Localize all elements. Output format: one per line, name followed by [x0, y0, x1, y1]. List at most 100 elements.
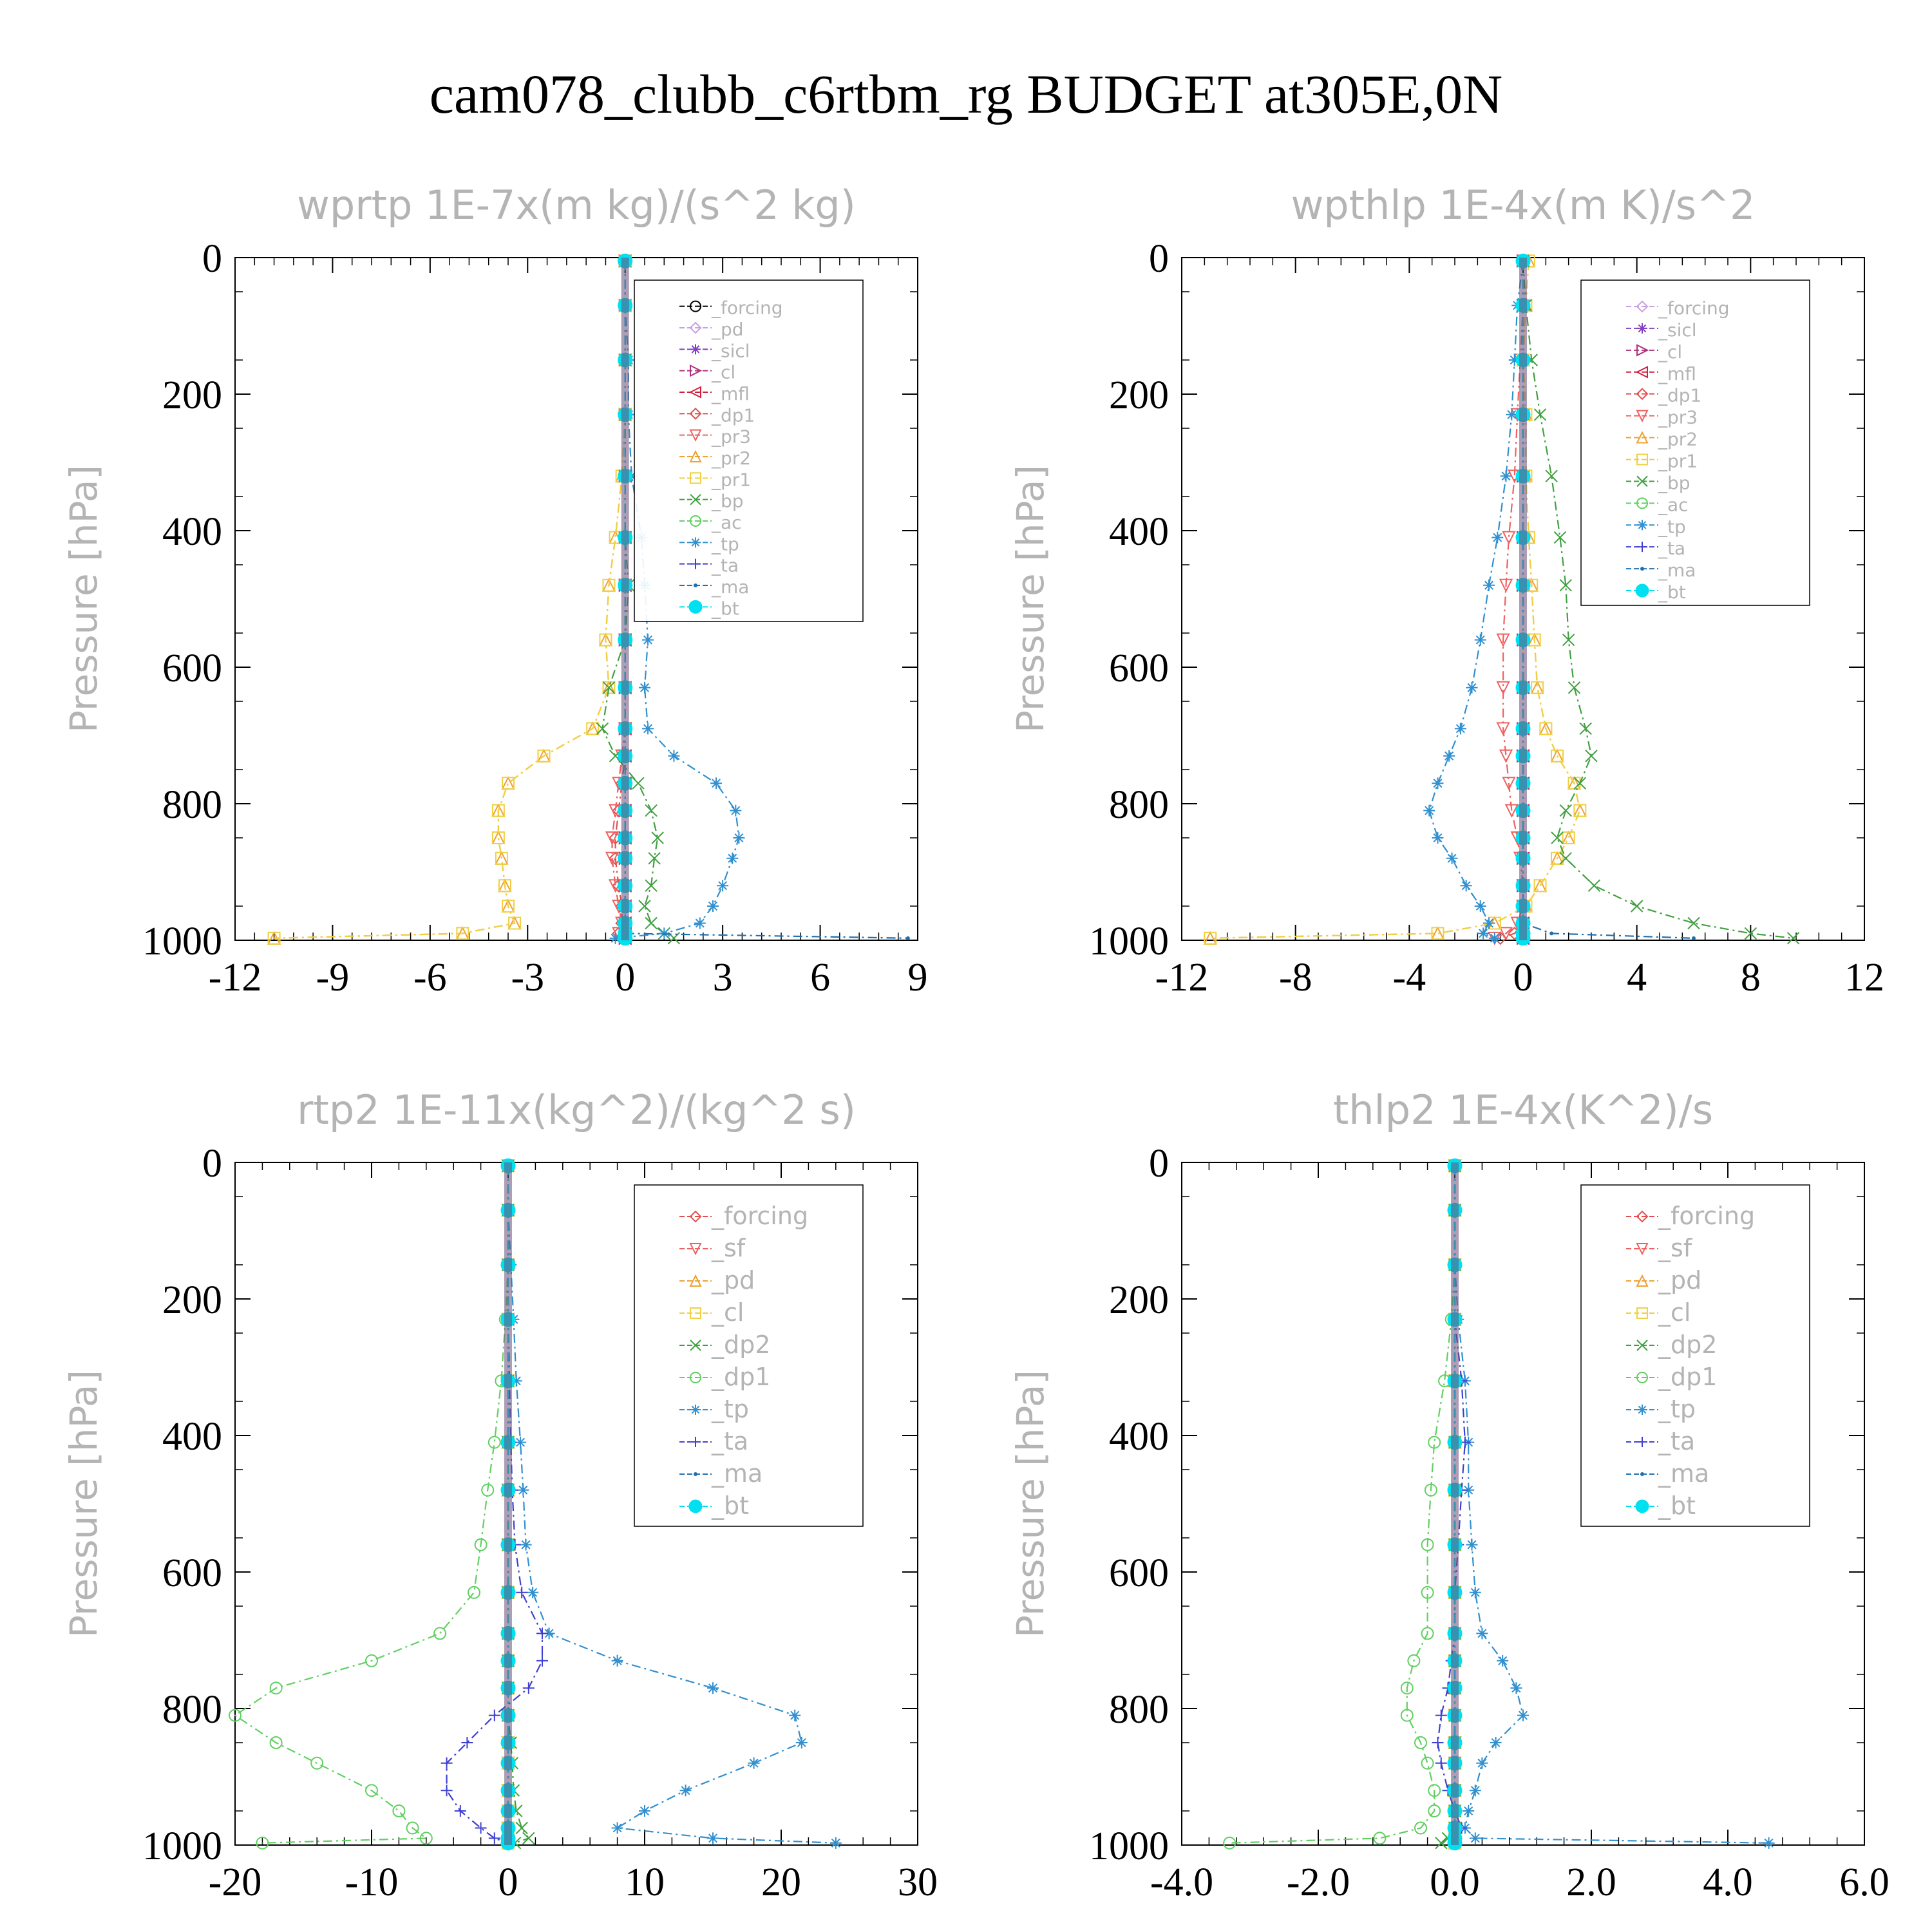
- data-point: [1477, 927, 1490, 940]
- legend-label: _ma: [1658, 1459, 1709, 1488]
- data-point: [1531, 681, 1544, 694]
- legend-label: _ta: [711, 1427, 748, 1455]
- x-tick-label: 0: [615, 956, 635, 999]
- legend-label: _bt: [711, 598, 739, 619]
- legend-label: _cl: [1658, 341, 1682, 363]
- data-point: [1476, 1757, 1488, 1769]
- data-point: [642, 634, 654, 646]
- legend-label: _dp1: [1658, 385, 1701, 406]
- data-point: [1496, 722, 1510, 736]
- y-tick-label: 600: [1109, 647, 1169, 690]
- y-tick-label: 1000: [1089, 1824, 1169, 1868]
- legend-label: _tp: [711, 1395, 749, 1423]
- legend-label: _cl: [711, 1298, 744, 1327]
- chart-panel-4: thlp2 1E-4x(K^2)/s Pressure [hPa] 0 200 400 6…: [1009, 1086, 1889, 1904]
- data-point: [605, 851, 620, 866]
- data-point: [515, 1436, 527, 1448]
- legend-item: _forcing: [1626, 298, 1730, 319]
- legend-item: _pd: [679, 1266, 755, 1294]
- legend-label: _tp: [711, 533, 739, 554]
- data-point: [733, 832, 745, 844]
- legend-item: _bt: [1626, 582, 1686, 603]
- data-point: [1744, 927, 1757, 940]
- legend-label: _cl: [711, 362, 735, 383]
- data-point: [502, 900, 515, 913]
- data-point: [1517, 1709, 1529, 1721]
- data-point: [1562, 633, 1575, 647]
- legend-label: _bp: [711, 491, 744, 512]
- y-tick-label: 0: [202, 237, 222, 281]
- data-point: [1506, 408, 1518, 421]
- legend-item: _ac: [1626, 494, 1689, 515]
- legend-item: _ta: [679, 1427, 748, 1455]
- legend-label: _sf: [711, 1234, 746, 1262]
- data-point: [707, 900, 719, 912]
- data-point: [586, 722, 600, 735]
- data-point: [1469, 1832, 1481, 1844]
- legend-box: [1580, 279, 1810, 606]
- data-point: [1573, 777, 1587, 790]
- series-line: [446, 1166, 544, 1844]
- legend-label: _bp: [1658, 472, 1690, 493]
- data-point: [1373, 1832, 1387, 1845]
- data-point: [611, 1654, 623, 1667]
- legend-item: _bp: [679, 491, 744, 512]
- data-point: [730, 804, 742, 817]
- data-point: [440, 1785, 453, 1797]
- series-tp: [1449, 1160, 1775, 1849]
- data-point: [488, 1832, 500, 1844]
- data-point: [1500, 470, 1512, 482]
- data-point: [1223, 1836, 1236, 1850]
- legend-label: _forcing: [711, 1202, 808, 1230]
- legend: _forcing_sicl_cl_mfl_dp1_pr3_pr2_pr1_bp_…: [1580, 279, 1810, 606]
- x-tick-label: -4.0: [1150, 1861, 1213, 1904]
- data-point: [1585, 750, 1598, 762]
- y-tick-label: 600: [1109, 1551, 1169, 1595]
- data-point: [1508, 354, 1520, 366]
- data-point: [639, 1805, 650, 1817]
- legend-label: _ta: [1658, 1427, 1695, 1455]
- data-point: [1428, 1435, 1441, 1449]
- data-point: [1786, 932, 1800, 945]
- legend-label: _mfl: [711, 383, 750, 404]
- legend-label: _forcing: [1658, 298, 1730, 319]
- series-line: [274, 261, 626, 939]
- y-tick-label: 200: [162, 374, 222, 417]
- legend-label: _tp: [1658, 1395, 1696, 1423]
- y-tick-label: 200: [1109, 1278, 1169, 1322]
- series-dp1: [229, 1159, 515, 1850]
- data-point: [1466, 1539, 1478, 1551]
- data-point: [1431, 927, 1444, 940]
- y-tick-label: 800: [162, 1688, 222, 1732]
- y-tick-label: 1000: [142, 1824, 222, 1868]
- plot-frame: [234, 1162, 918, 1846]
- legend-item: _pr1: [679, 469, 751, 490]
- series-tp: [1423, 255, 1529, 944]
- legend-item: _tp: [1626, 516, 1686, 537]
- data-point: [495, 851, 508, 865]
- y-tick-label: 400: [1109, 1415, 1169, 1459]
- data-point: [1490, 1737, 1502, 1748]
- legend-item: _ta: [679, 555, 739, 576]
- data-point: [1497, 1654, 1509, 1667]
- data-point: [1432, 832, 1444, 844]
- data-point: [419, 1832, 433, 1845]
- data-point: [1551, 749, 1564, 762]
- data-point: [1502, 777, 1516, 791]
- x-tick-label: -8: [1279, 956, 1312, 999]
- data-point: [1435, 1757, 1447, 1769]
- data-point: [543, 1627, 555, 1640]
- y-axis-label: Pressure [hPa]: [1009, 1370, 1052, 1638]
- legend-item: _cl: [679, 362, 735, 383]
- y-tick-label: 1000: [1089, 920, 1169, 963]
- data-point: [1474, 900, 1486, 912]
- y-axis-label: Pressure [hPa]: [62, 1370, 106, 1638]
- x-tick-label: 0: [1513, 956, 1533, 999]
- x-tick-label: 3: [713, 956, 733, 999]
- data-point: [1559, 852, 1572, 865]
- data-point: [1579, 722, 1592, 735]
- y-tick-label: 600: [162, 647, 222, 690]
- x-tick-label: -20: [209, 1861, 262, 1904]
- plot-frame: [1181, 1162, 1865, 1846]
